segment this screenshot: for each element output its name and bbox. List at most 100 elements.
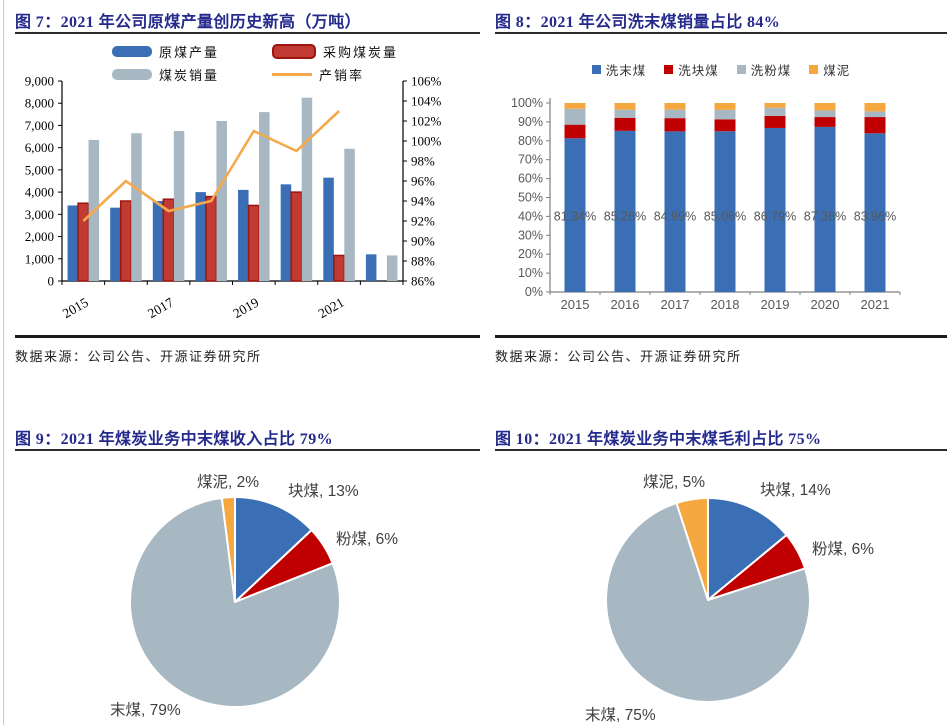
fig9-pie-label-powder: 粉煤, 6% <box>336 531 399 548</box>
fig7-left-tick-label: 9,000 <box>25 74 54 89</box>
fig7-bar-原煤产量-2015 <box>67 205 79 281</box>
fig8-x-tick-label: 2016 <box>611 297 640 312</box>
fig7-right-tick-label: 104% <box>411 94 442 109</box>
fig7-bar-煤炭销量-2018 <box>216 121 227 281</box>
fig8-segment-洗块煤-2015 <box>564 124 586 139</box>
fig7-x-tick-label: 2015 <box>60 294 91 321</box>
washed-fine-coal-swatch-icon <box>591 65 601 74</box>
fig8-source: 数据来源：公司公告、开源证券研究所 <box>495 349 742 364</box>
fig8-legend-item: 洗末煤 <box>591 60 647 79</box>
fig9-pie-label-slime: 煤泥, 2% <box>197 474 260 491</box>
fig8-x-tick-label: 2019 <box>761 297 790 312</box>
fig8-segment-洗末煤-2017 <box>664 131 686 292</box>
fig7-bar-煤炭销量-2016 <box>131 133 142 281</box>
fig9-slice-煤泥 <box>220 496 236 603</box>
fig8-segment-煤泥-2019 <box>764 103 786 108</box>
fig8-legend-label: 煤泥 <box>823 64 851 78</box>
fig8-segment-洗粉煤-2018 <box>714 109 736 120</box>
fig8-bar-label: 83.96% <box>854 209 896 223</box>
fig8-x-tick-label: 2021 <box>861 297 890 312</box>
fig8-bar-label: 86.79% <box>754 209 796 223</box>
coal-sales-swatch-icon <box>112 69 152 80</box>
fig8-title-underline <box>495 32 947 34</box>
fig10-pie-chart <box>605 497 811 703</box>
fig9-title-underline <box>15 449 480 451</box>
fig8-source-rule <box>495 335 947 338</box>
fig8-y-tick-label: 60% <box>518 172 543 186</box>
fig7-left-tick-label: 6,000 <box>25 140 54 155</box>
fig8-bar-label: 87.36% <box>804 209 846 223</box>
fig7-bar-采购煤炭量-2018 <box>205 195 218 282</box>
fig10-title: 图 10：2021 年煤炭业务中末煤毛利占比 75% <box>495 431 822 448</box>
fig7-legend-label: 产销率 <box>319 68 365 83</box>
fig7-bar-采购煤炭量-2015 <box>77 202 90 282</box>
fig7-left-tick-label: 3,000 <box>25 207 54 222</box>
fig8-y-tick-label: 50% <box>518 191 543 205</box>
fig7-bar-原煤产量-2018 <box>195 192 206 281</box>
fig8-segment-洗末煤-2021 <box>864 133 886 292</box>
washed-powder-coal-swatch-icon <box>736 65 746 74</box>
fig7-bar-line-chart: 9,000 8,000 7,000 6,000 5,000 4,000 3,000 2,000… <box>25 74 442 322</box>
fig8-segment-洗块煤-2020 <box>814 117 836 127</box>
sales-ratio-line-swatch-icon <box>272 73 312 76</box>
fig7-legend-label: 原煤产量 <box>159 45 220 60</box>
fig7-bar-原煤产量-2021 <box>323 177 334 281</box>
fig7-bar-原煤产量-2017 <box>152 201 164 281</box>
fig7-right-tick-label: 86% <box>411 274 435 289</box>
fig10-slice-末煤 <box>605 501 811 703</box>
fig7-bar-原煤产量-2022 <box>365 254 377 281</box>
fig7-bar-采购煤炭量-2020 <box>290 191 303 282</box>
fig7-right-tick-label: 100% <box>411 134 442 149</box>
fig7-legend-label: 采购煤炭量 <box>323 45 399 60</box>
fig7-left-tick-label: 7,000 <box>25 118 54 133</box>
fig8-segment-洗末煤-2018 <box>714 131 736 292</box>
fig7-sales-ratio-line <box>82 110 340 222</box>
fig8-segment-洗末煤-2019 <box>764 127 786 292</box>
fig7-right-tick-label: 106% <box>411 74 442 89</box>
fig8-y-tick-label: 30% <box>518 228 543 242</box>
fig8-legend-label: 洗粉煤 <box>750 64 792 78</box>
fig10-pie-label-fine: 末煤, 75% <box>585 707 656 724</box>
fig8-stacked-bar-chart: 100% 90% 80% 70% 60% 50% 40% 30% 20% 10% 0% 2015 81.… <box>511 96 901 312</box>
fig7-bar-煤炭销量-2019 <box>259 112 270 281</box>
fig8-segment-洗粉煤-2016 <box>614 109 636 118</box>
fig10-slice-块煤 <box>707 497 788 601</box>
fig10-slice-煤泥 <box>675 497 709 601</box>
fig7-left-tick-label: 8,000 <box>25 96 54 111</box>
fig8-legend-item: 煤泥 <box>809 60 850 79</box>
fig8-y-tick-label: 40% <box>518 209 543 223</box>
fig9-title: 图 9：2021 年煤炭业务中末煤收入占比 79% <box>15 431 334 448</box>
fig10-pie-label-lump: 块煤, 14% <box>760 482 831 499</box>
fig8-x-tick-label: 2015 <box>561 297 590 312</box>
fig8-segment-洗块煤-2019 <box>764 115 786 128</box>
fig10-title-underline <box>495 449 947 451</box>
fig8-bar-label: 85.06% <box>704 209 746 223</box>
fig8-segment-洗块煤-2018 <box>714 119 736 132</box>
fig8-segment-洗粉煤-2021 <box>864 111 886 118</box>
fig9-pie-label-fine: 末煤, 79% <box>110 702 181 719</box>
fig7-title: 图 7：2021 年公司原煤产量创历史新高（万吨） <box>15 14 362 31</box>
fig7-title-underline <box>15 32 480 34</box>
fig7-legend-label: 煤炭销量 <box>159 68 220 83</box>
fig7-bar-原煤产量-2020 <box>280 184 292 281</box>
fig7-legend: 原煤产量 采购煤炭量 煤炭销量 产销率 <box>112 42 398 84</box>
fig8-bar-label: 81.34% <box>554 209 596 223</box>
fig7-bar-采购煤炭量-2019 <box>247 204 260 282</box>
fig7-bar-原煤产量-2019 <box>238 189 249 281</box>
fig8-segment-煤泥-2015 <box>564 103 586 109</box>
fig8-segment-煤泥-2016 <box>614 103 636 110</box>
fig8-segment-洗块煤-2021 <box>864 117 886 134</box>
fig8-segment-煤泥-2017 <box>664 103 686 110</box>
fig8-y-tick-label: 10% <box>518 266 543 280</box>
fig8-title: 图 8：2021 年公司洗末煤销量占比 84% <box>495 14 781 31</box>
fig9-slice-块煤 <box>234 496 313 603</box>
coal-slime-swatch-icon <box>809 65 819 74</box>
fig8-legend-item: 洗粉煤 <box>736 60 792 79</box>
fig8-bar-label: 84.99% <box>654 209 696 223</box>
fig7-left-tick-label: 2,000 <box>25 229 54 244</box>
fig7-left-tick-label: 1,000 <box>25 251 54 266</box>
fig8-y-tick-label: 20% <box>518 247 543 261</box>
fig7-bar-原煤产量-2016 <box>110 207 121 281</box>
fig7-legend-item-coal-sales: 煤炭销量 <box>112 65 272 84</box>
